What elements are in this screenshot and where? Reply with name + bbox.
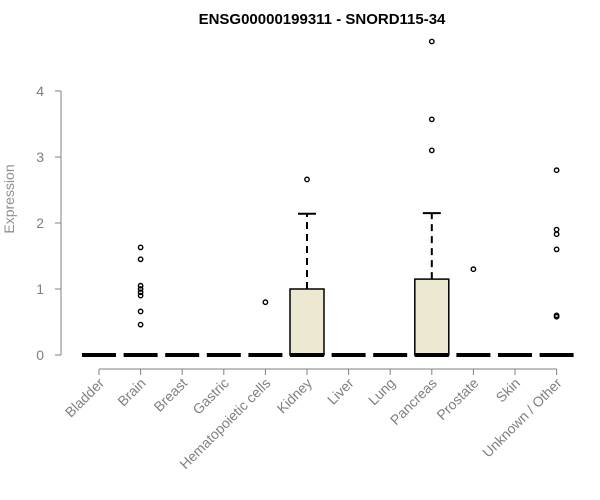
x-tick-label: Liver [324, 375, 357, 408]
chart-title: ENSG00000199311 - SNORD115-34 [199, 11, 446, 28]
outlier-point [137, 321, 144, 328]
box-unknown-other [539, 167, 574, 357]
outlier-point [553, 312, 560, 319]
y-tick-label: 1 [36, 281, 44, 297]
box-brain [123, 244, 158, 357]
outlier-point [553, 246, 560, 253]
outlier-point [137, 256, 144, 263]
outlier-point [137, 292, 144, 299]
outlier-point [553, 231, 560, 238]
y-tick-label: 3 [36, 149, 44, 165]
x-tick-label: Prostate [433, 375, 481, 423]
y-tick-label: 2 [36, 215, 44, 231]
y-tick-label: 0 [36, 347, 44, 363]
x-tick-label: Breast [150, 375, 190, 415]
y-axis-label: Expression [1, 164, 17, 233]
x-tick-label: Skin [493, 375, 524, 406]
y-tick-label: 4 [36, 83, 44, 99]
outlier-point [428, 38, 435, 45]
outlier-point [137, 282, 144, 289]
outlier-point [553, 167, 560, 174]
outlier-point [428, 147, 435, 154]
box-pancreas [414, 38, 450, 357]
y-axis: 0 1 2 3 4 [36, 83, 62, 363]
outlier-point [470, 266, 477, 273]
x-tick-label: Lung [365, 375, 398, 408]
x-tick-label: Brain [114, 375, 148, 409]
box-iqr [414, 278, 450, 356]
x-tick-label: Bladder [62, 375, 108, 421]
box-prostate [456, 266, 491, 357]
x-tick-label: Kidney [274, 375, 316, 417]
outlier-point [137, 308, 144, 315]
outlier-point [262, 299, 269, 306]
x-tick-label: Unknown / Other [479, 375, 565, 461]
box-iqr [289, 288, 325, 356]
outlier-point [137, 286, 144, 292]
outlier-point [553, 226, 560, 233]
outlier-point [137, 244, 144, 251]
outlier-point [304, 176, 310, 183]
box-kidney [289, 176, 325, 357]
outlier-point [137, 289, 144, 296]
box-hematopoietic-cells [248, 299, 283, 357]
outlier-point [428, 116, 435, 123]
box-plot-series [82, 38, 574, 357]
